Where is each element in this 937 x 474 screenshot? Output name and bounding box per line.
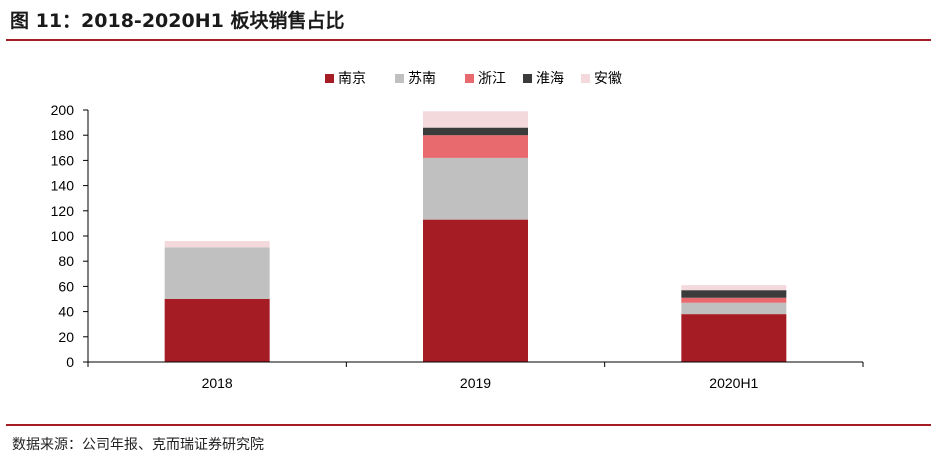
title-divider	[6, 39, 931, 41]
legend-label: 浙江	[478, 71, 506, 87]
legend-swatch	[325, 74, 334, 83]
y-tick-label: 180	[51, 127, 75, 143]
y-tick-label: 120	[51, 203, 75, 219]
bar-segment-2020H1-淮海	[681, 290, 787, 298]
legend-item-南京: 南京	[325, 71, 366, 87]
bar-segment-2019-南京	[423, 219, 528, 362]
bar-segment-2019-苏南	[423, 157, 528, 220]
bar-segment-2019-浙江	[423, 135, 528, 158]
legend-label: 淮海	[536, 71, 564, 87]
bar-segment-2020H1-南京	[681, 314, 787, 362]
y-tick-label: 140	[51, 178, 75, 194]
bar-segment-2019-安徽	[423, 111, 528, 128]
legend-item-淮海: 淮海	[523, 71, 564, 87]
y-axis: 0 20 40 60 80 100 120 140 160 180 200	[51, 102, 89, 370]
legend-label: 安徽	[594, 71, 622, 87]
y-tick-label: 60	[58, 278, 74, 294]
legend-swatch	[395, 74, 404, 83]
x-axis: 2018 2019 2020H1	[87, 361, 864, 391]
x-tick-label: 2020H1	[709, 375, 758, 391]
legend-item-苏南: 苏南	[395, 71, 436, 87]
bar-segment-2020H1-浙江	[681, 297, 787, 303]
bar-segment-2020H1-苏南	[681, 302, 787, 315]
legend-item-安徽: 安徽	[581, 71, 622, 87]
legend-item-浙江: 浙江	[465, 71, 506, 87]
legend-swatch	[581, 74, 590, 83]
bar-segment-2018-苏南	[164, 247, 270, 299]
legend-swatch	[465, 74, 474, 83]
figure-title: 图 11：2018-2020H1 板块销售占比	[10, 10, 345, 32]
y-tick-label: 160	[51, 152, 75, 168]
bar-segment-2018-南京	[164, 299, 270, 362]
y-tick-label: 40	[58, 304, 74, 320]
data-source: 数据来源：公司年报、克而瑞证券研究院	[12, 437, 264, 453]
bar-segment-2019-淮海	[423, 127, 528, 136]
legend-swatch	[523, 74, 532, 83]
legend-label: 苏南	[408, 71, 436, 87]
bar-segment-2018-安徽	[164, 241, 270, 248]
y-tick-label: 20	[58, 329, 74, 345]
source-divider	[6, 424, 931, 426]
bar-segment-2020H1-安徽	[681, 285, 787, 291]
y-tick-label: 80	[58, 253, 74, 269]
bars	[164, 111, 787, 362]
y-tick-label: 200	[51, 102, 75, 118]
legend: 南京 苏南 浙江 淮海 安徽	[325, 71, 622, 87]
y-tick-label: 0	[66, 354, 74, 370]
legend-label: 南京	[338, 71, 366, 87]
x-tick-label: 2019	[460, 375, 491, 391]
x-tick-label: 2018	[202, 375, 233, 391]
y-tick-label: 100	[51, 228, 75, 244]
